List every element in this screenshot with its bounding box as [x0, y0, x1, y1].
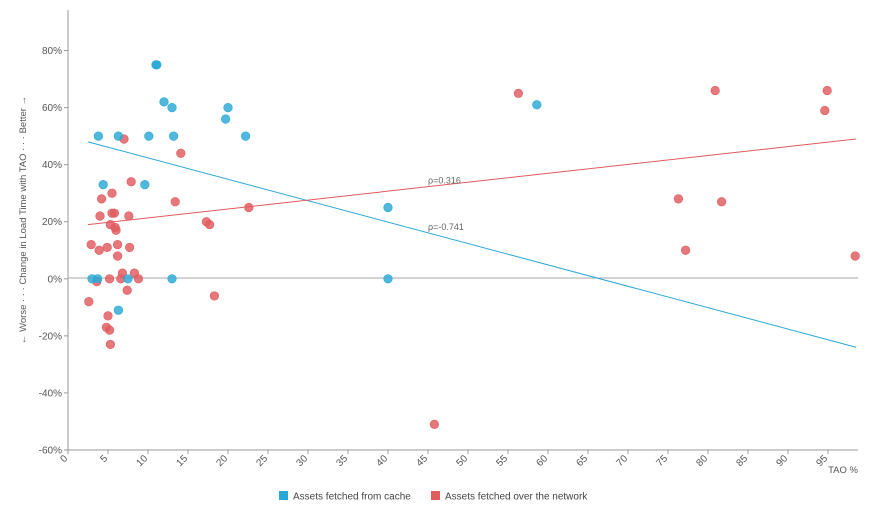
data-point[interactable]	[429, 419, 440, 429]
data-point[interactable]	[105, 339, 115, 350]
data-point[interactable]	[112, 239, 123, 250]
data-point[interactable]	[167, 274, 177, 284]
x-tick-label: 75	[654, 453, 670, 469]
x-tick-label: 45	[414, 453, 430, 469]
data-point[interactable]	[241, 131, 251, 141]
data-point[interactable]	[113, 131, 123, 141]
data-point[interactable]	[822, 85, 832, 96]
data-point[interactable]	[113, 305, 123, 315]
correlation-label: ρ=-0.741	[428, 222, 464, 232]
data-point[interactable]	[820, 105, 830, 116]
data-point[interactable]	[103, 311, 113, 321]
data-point[interactable]	[513, 88, 524, 98]
data-point[interactable]	[109, 208, 119, 218]
y-tick-label: -20%	[39, 331, 62, 342]
x-tick-label: 20	[214, 453, 230, 469]
data-point[interactable]	[710, 85, 720, 96]
data-point[interactable]	[167, 102, 177, 113]
y-tick-label: 40%	[42, 160, 62, 171]
x-ticks: 0 5 10 15 20 25 30 35 40 45 50 55 60 65 70 75 80 85 90 95	[58, 450, 830, 469]
x-tick-label: 65	[574, 453, 590, 469]
data-point[interactable]	[716, 197, 727, 207]
data-point[interactable]	[94, 245, 104, 255]
y-axis-title: ← Worse · · · Change in Load Time with T…	[18, 96, 29, 344]
data-point[interactable]	[244, 202, 254, 213]
y-tick-label: -60%	[39, 446, 62, 457]
y-tick-label: 80%	[42, 46, 62, 57]
data-point[interactable]	[125, 242, 135, 253]
legend-label: Assets fetched over the network	[445, 492, 588, 503]
data-point[interactable]	[104, 274, 115, 284]
y-tick-label: 0%	[48, 274, 63, 285]
data-point[interactable]	[223, 102, 233, 113]
x-tick-label: 35	[334, 453, 350, 469]
x-tick-label: 70	[614, 453, 630, 469]
x-tick-label: 25	[254, 453, 270, 469]
data-point[interactable]	[112, 251, 123, 261]
x-tick-label: 90	[774, 453, 790, 469]
data-point[interactable]	[850, 251, 860, 261]
x-tick-label: 50	[454, 453, 470, 469]
data-point[interactable]	[96, 194, 107, 204]
x-tick-label: 55	[494, 453, 510, 469]
data-point[interactable]	[133, 274, 143, 284]
data-point[interactable]	[205, 219, 215, 230]
data-point[interactable]	[122, 285, 132, 295]
data-point[interactable]	[104, 325, 115, 335]
data-point[interactable]	[102, 242, 112, 253]
x-tick-label: 5	[98, 453, 110, 465]
data-point[interactable]	[383, 274, 393, 284]
x-tick-label: 40	[374, 453, 390, 469]
data-point[interactable]	[117, 268, 127, 278]
y-tick-label: 20%	[42, 217, 62, 228]
data-point[interactable]	[170, 197, 180, 207]
data-point[interactable]	[152, 60, 162, 70]
y-tick-label: -40%	[39, 388, 62, 399]
data-point[interactable]	[107, 188, 117, 198]
data-point[interactable]	[92, 274, 103, 284]
data-point[interactable]	[124, 211, 134, 221]
x-tick-label: 30	[294, 453, 310, 469]
legend-label: Assets fetched from cache	[293, 492, 411, 503]
data-point[interactable]	[383, 202, 393, 213]
x-tick-label: 85	[734, 453, 750, 469]
data-point[interactable]	[221, 114, 231, 124]
data-point[interactable]	[176, 148, 186, 158]
x-tick-label: 0	[58, 453, 70, 465]
legend-swatch	[431, 491, 440, 500]
data-point[interactable]	[673, 194, 684, 204]
x-tick-label: 15	[174, 453, 190, 469]
y-tick-label: 60%	[42, 103, 62, 114]
data-point[interactable]	[126, 177, 136, 187]
axes	[67, 10, 858, 451]
correlation-label: ρ=0.316	[428, 176, 461, 186]
data-point[interactable]	[169, 131, 179, 141]
trendline	[87, 138, 857, 226]
trendline	[87, 141, 857, 348]
trendlines: ρ=-0.741 ρ=0.316	[87, 138, 857, 348]
legend: Assets fetched from cache Assets fetched …	[279, 491, 588, 503]
data-point[interactable]	[159, 97, 169, 107]
x-tick-label: 10	[134, 453, 150, 469]
data-point[interactable]	[680, 245, 691, 255]
data-point[interactable]	[95, 211, 105, 221]
x-tick-label: 60	[534, 453, 550, 469]
data-points	[84, 60, 860, 429]
data-point[interactable]	[93, 131, 103, 141]
y-ticks: 80% 60% 40% 20% 0% -20% -40% -60%	[39, 46, 68, 457]
data-point[interactable]	[84, 297, 94, 307]
data-point[interactable]	[140, 180, 150, 190]
data-point[interactable]	[123, 274, 133, 284]
data-point[interactable]	[532, 100, 542, 110]
x-tick-label: 80	[694, 453, 710, 469]
data-point[interactable]	[209, 291, 219, 301]
x-axis-title: TAO %	[828, 465, 858, 476]
data-point[interactable]	[98, 180, 108, 190]
data-point[interactable]	[86, 239, 96, 250]
legend-swatch	[279, 491, 288, 500]
data-point[interactable]	[144, 131, 154, 141]
data-point[interactable]	[111, 225, 121, 235]
